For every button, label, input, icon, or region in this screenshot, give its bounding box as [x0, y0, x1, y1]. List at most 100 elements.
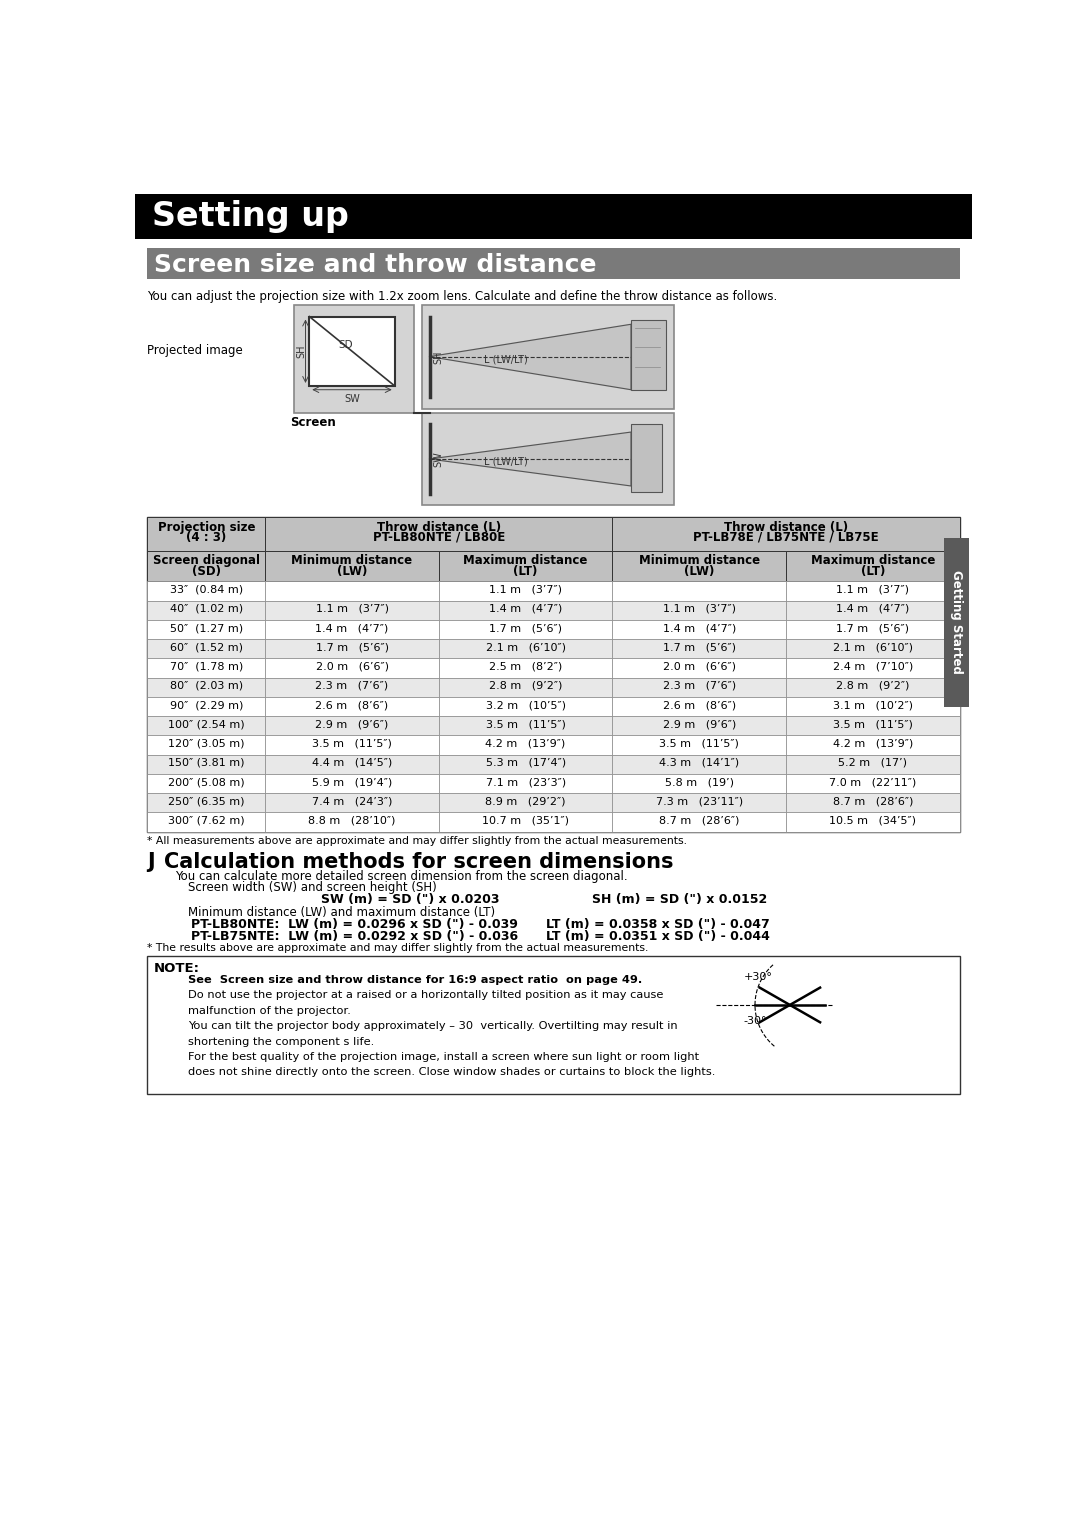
Text: Minimum distance: Minimum distance	[292, 555, 413, 567]
Text: Maximum distance: Maximum distance	[463, 555, 588, 567]
Bar	[266, 793, 438, 813]
Text: 1.7 m   (5’6″): 1.7 m (5’6″)	[489, 623, 562, 633]
Text: 90″  (2.29 m): 90″ (2.29 m)	[170, 700, 243, 711]
Text: You can tilt the projector body approximately – 30  vertically. Overtilting may : You can tilt the projector body approxim…	[188, 1021, 677, 1031]
Bar	[438, 582, 612, 601]
Text: does not shine directly onto the screen. Close window shades or curtains to bloc: does not shine directly onto the screen.…	[188, 1068, 715, 1077]
Bar	[612, 601, 786, 620]
Bar	[786, 550, 960, 582]
Text: 7.3 m   (23’11″): 7.3 m (23’11″)	[656, 796, 743, 807]
Text: 2.3 m   (7’6″): 2.3 m (7’6″)	[315, 681, 389, 691]
Text: 150″ (3.81 m): 150″ (3.81 m)	[168, 758, 244, 767]
Bar	[266, 678, 438, 697]
Text: Screen diagonal: Screen diagonal	[152, 555, 260, 567]
Text: 4.4 m   (14’5″): 4.4 m (14’5″)	[312, 758, 392, 767]
Text: SW: SW	[345, 394, 360, 403]
Bar	[266, 516, 612, 550]
Text: Do not use the projector at a raised or a horizontally tilted position as it may: Do not use the projector at a raised or …	[188, 990, 663, 1001]
Bar	[147, 697, 266, 717]
Text: 7.0 m   (22’11″): 7.0 m (22’11″)	[829, 778, 917, 787]
Bar	[266, 697, 438, 717]
Bar	[266, 735, 438, 755]
Bar	[612, 516, 960, 550]
Text: 1.1 m   (3’7″): 1.1 m (3’7″)	[836, 585, 909, 594]
Bar	[438, 755, 612, 775]
Text: Getting Started: Getting Started	[950, 570, 963, 674]
Text: You can calculate more detailed screen dimension from the screen diagonal.: You can calculate more detailed screen d…	[175, 871, 627, 883]
Bar	[266, 601, 438, 620]
Text: NOTE:: NOTE:	[153, 961, 200, 975]
Bar	[786, 813, 960, 831]
Text: 3.2 m   (10’5″): 3.2 m (10’5″)	[486, 700, 566, 711]
Bar	[612, 793, 786, 813]
Text: PT-LB80NTE:  LW (m) = 0.0296 x SD (") - 0.039: PT-LB80NTE: LW (m) = 0.0296 x SD (") - 0…	[191, 918, 517, 931]
Bar	[612, 639, 786, 659]
Bar	[147, 516, 266, 550]
Text: 1.4 m   (4’7″): 1.4 m (4’7″)	[662, 623, 735, 633]
Text: 4.2 m   (13’9″): 4.2 m (13’9″)	[486, 738, 566, 749]
Text: 2.4 m   (7’10″): 2.4 m (7’10″)	[833, 662, 913, 671]
Bar	[786, 639, 960, 659]
Text: 4.3 m   (14’1″): 4.3 m (14’1″)	[659, 758, 740, 767]
Text: * The results above are approximate and may differ slightly from the actual meas: * The results above are approximate and …	[147, 943, 649, 952]
Bar	[631, 321, 666, 390]
Bar	[438, 601, 612, 620]
Text: 10.7 m   (35’1″): 10.7 m (35’1″)	[482, 816, 569, 825]
Text: 8.7 m   (28’6″): 8.7 m (28’6″)	[659, 816, 740, 825]
Text: Throw distance (L): Throw distance (L)	[377, 521, 501, 533]
Bar	[786, 678, 960, 697]
Text: 120″ (3.05 m): 120″ (3.05 m)	[168, 738, 244, 749]
Text: SH: SH	[434, 350, 444, 364]
Text: 200″ (5.08 m): 200″ (5.08 m)	[168, 778, 244, 787]
Text: SW (m) = SD (") x 0.0203: SW (m) = SD (") x 0.0203	[321, 894, 499, 906]
Text: Screen: Screen	[291, 416, 336, 429]
Text: Throw distance (L): Throw distance (L)	[724, 521, 848, 533]
Bar	[612, 755, 786, 775]
Text: 5.8 m   (19’): 5.8 m (19’)	[664, 778, 733, 787]
Text: 1.1 m   (3’7″): 1.1 m (3’7″)	[489, 585, 562, 594]
Bar	[438, 659, 612, 678]
Text: (LT): (LT)	[861, 564, 885, 578]
Text: 2.9 m   (9’6″): 2.9 m (9’6″)	[315, 720, 389, 729]
Bar	[438, 735, 612, 755]
Text: 33″  (0.84 m): 33″ (0.84 m)	[170, 585, 243, 594]
Bar	[612, 582, 786, 601]
Text: 40″  (1.02 m): 40″ (1.02 m)	[170, 604, 243, 614]
Text: LT (m) = 0.0351 x SD (") - 0.044: LT (m) = 0.0351 x SD (") - 0.044	[545, 931, 770, 943]
Text: 2.3 m   (7’6″): 2.3 m (7’6″)	[663, 681, 735, 691]
Bar	[266, 620, 438, 639]
Text: 5.2 m   (17’): 5.2 m (17’)	[838, 758, 907, 767]
Text: 7.4 m   (24’3″): 7.4 m (24’3″)	[312, 796, 392, 807]
Bar	[294, 306, 414, 413]
Bar	[266, 813, 438, 831]
Text: J: J	[147, 851, 156, 871]
Text: Minimum distance (LW) and maximum distance (LT): Minimum distance (LW) and maximum distan…	[188, 906, 495, 918]
Bar	[266, 582, 438, 601]
Text: -30°: -30°	[743, 1016, 767, 1027]
Text: 2.8 m   (9’2″): 2.8 m (9’2″)	[489, 681, 563, 691]
Bar	[309, 316, 394, 387]
Bar	[786, 755, 960, 775]
Bar	[786, 582, 960, 601]
Bar	[438, 697, 612, 717]
Bar	[147, 813, 266, 831]
Text: Minimum distance: Minimum distance	[638, 555, 759, 567]
Polygon shape	[430, 432, 631, 486]
Bar	[266, 717, 438, 735]
Text: SD: SD	[339, 339, 353, 350]
Bar	[147, 550, 266, 582]
Text: 60″  (1.52 m): 60″ (1.52 m)	[170, 642, 243, 652]
Text: PT-LB78E / LB75NTE / LB75E: PT-LB78E / LB75NTE / LB75E	[693, 530, 879, 544]
Bar	[147, 678, 266, 697]
Bar	[612, 697, 786, 717]
Bar	[612, 775, 786, 793]
Text: LT (m) = 0.0358 x SD (") - 0.047: LT (m) = 0.0358 x SD (") - 0.047	[545, 918, 769, 931]
Text: 70″  (1.78 m): 70″ (1.78 m)	[170, 662, 243, 671]
Text: 8.9 m   (29’2″): 8.9 m (29’2″)	[485, 796, 566, 807]
Text: SH (m) = SD (") x 0.0152: SH (m) = SD (") x 0.0152	[592, 894, 768, 906]
Text: 100″ (2.54 m): 100″ (2.54 m)	[168, 720, 244, 729]
Text: 7.1 m   (23’3″): 7.1 m (23’3″)	[486, 778, 566, 787]
Text: 1.4 m   (4’7″): 1.4 m (4’7″)	[836, 604, 909, 614]
Text: Projection size: Projection size	[158, 521, 255, 533]
Text: 1.1 m   (3’7″): 1.1 m (3’7″)	[315, 604, 389, 614]
